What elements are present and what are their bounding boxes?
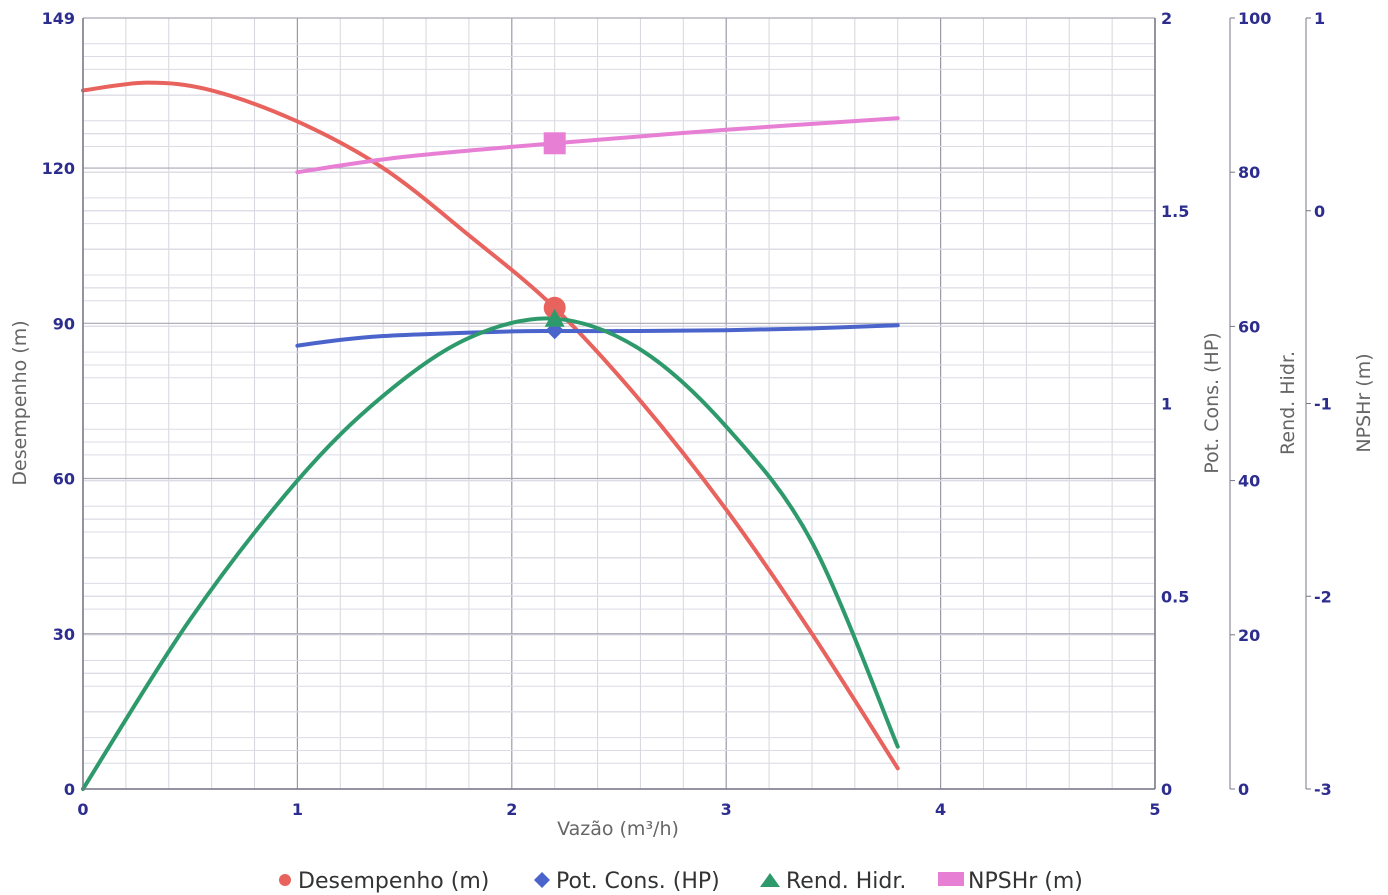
x-tick-label: 1 bbox=[292, 800, 303, 819]
x-tick-label: 4 bbox=[935, 800, 946, 819]
y-tick-label-rend: 20 bbox=[1238, 626, 1260, 645]
y-tick-label-npsh: 1 bbox=[1314, 9, 1325, 28]
series-layer bbox=[81, 80, 900, 791]
y-tick-label-pot: 1.5 bbox=[1161, 202, 1189, 221]
y-tick-label-desempenho: 90 bbox=[53, 314, 75, 333]
x-tick-label: 0 bbox=[77, 800, 88, 819]
legend-marker-pot bbox=[534, 872, 550, 888]
grid bbox=[82, 17, 1156, 790]
marker-rend bbox=[544, 308, 565, 327]
y-axis-title-npsh: NPSHr (m) bbox=[1353, 353, 1375, 452]
y-tick-label-rend: 80 bbox=[1238, 163, 1260, 182]
legend-label-rend: Rend. Hidr. bbox=[786, 869, 906, 894]
y-tick-label-npsh: -1 bbox=[1314, 395, 1332, 414]
x-tick-label: 5 bbox=[1149, 800, 1160, 819]
y-tick-label-desempenho: 30 bbox=[53, 625, 75, 644]
y-tick-label-pot: 0.5 bbox=[1161, 587, 1189, 606]
y-tick-label-pot: 0 bbox=[1161, 780, 1172, 799]
y-tick-label-rend: 60 bbox=[1238, 317, 1260, 336]
legend-label-desempenho: Desempenho (m) bbox=[298, 869, 489, 894]
y-tick-label-desempenho: 149 bbox=[42, 9, 75, 28]
x-axis-title: Vazão (m³/h) bbox=[557, 818, 679, 840]
y-axis-title-rend: Rend. Hidr. bbox=[1277, 351, 1299, 455]
y-axis-title-desempenho: Desempenho (m) bbox=[9, 320, 31, 485]
legend-marker-desempenho bbox=[279, 874, 291, 886]
y-tick-label-npsh: -3 bbox=[1314, 780, 1332, 799]
y-tick-label-desempenho: 120 bbox=[42, 159, 75, 178]
legend-marker-rend bbox=[760, 873, 780, 887]
y-tick-label-rend: 40 bbox=[1238, 472, 1260, 491]
series-line-desempenho bbox=[81, 80, 900, 771]
y-tick-label-npsh: 0 bbox=[1314, 202, 1325, 221]
legend-label-pot: Pot. Cons. (HP) bbox=[556, 869, 720, 894]
legend-label-npsh: NPSHr (m) bbox=[968, 869, 1083, 894]
y-tick-label-rend: 100 bbox=[1238, 9, 1271, 28]
y-tick-label-desempenho: 0 bbox=[64, 780, 75, 799]
series-line-npsh bbox=[295, 116, 900, 175]
x-tick-label: 2 bbox=[506, 800, 517, 819]
legend-marker-npsh bbox=[938, 872, 964, 886]
marker-npsh bbox=[543, 132, 566, 155]
marker-desempenho bbox=[543, 296, 566, 319]
x-tick-label: 3 bbox=[721, 800, 732, 819]
legend: Desempenho (m) Pot. Cons. (HP) Rend. Hid… bbox=[279, 869, 1083, 894]
axes: 0 1 2 3 4 5030609012014900.511.52020406080100… bbox=[42, 9, 1332, 819]
y-tick-label-pot: 1 bbox=[1161, 395, 1172, 414]
series-line-rend bbox=[81, 316, 900, 791]
y-tick-label-npsh: -2 bbox=[1314, 587, 1332, 606]
y-tick-label-desempenho: 60 bbox=[53, 470, 75, 489]
y-axis-title-pot: Pot. Cons. (HP) bbox=[1201, 332, 1223, 473]
y-tick-label-rend: 0 bbox=[1238, 780, 1249, 799]
y-tick-label-pot: 2 bbox=[1161, 9, 1172, 28]
